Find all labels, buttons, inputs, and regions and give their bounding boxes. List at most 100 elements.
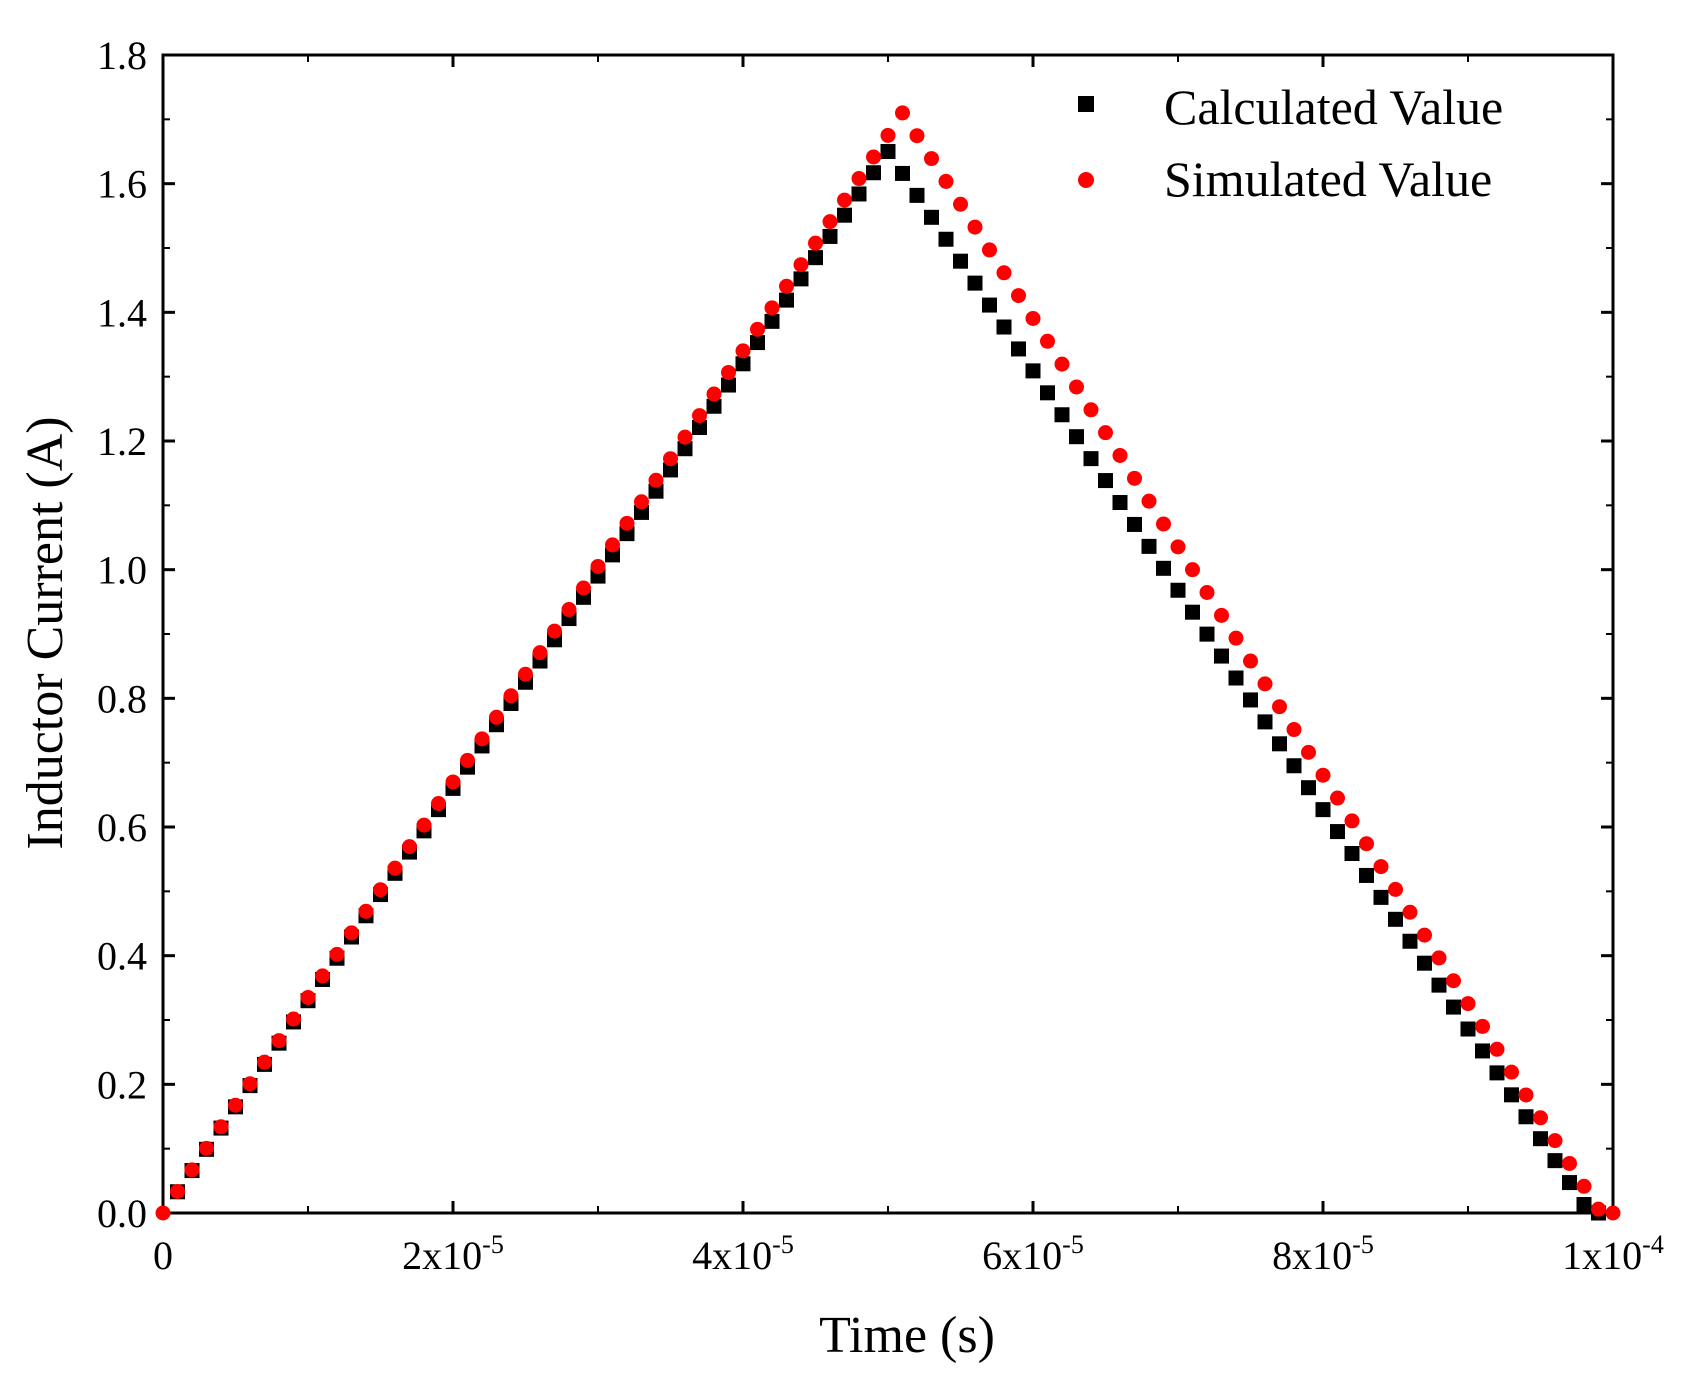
series-simulated — [155, 105, 1621, 1221]
simulated-point — [1040, 333, 1055, 349]
legend-marker-calculated — [1078, 96, 1094, 112]
simulated-point — [1301, 744, 1316, 760]
simulated-point — [822, 214, 838, 230]
simulated-point — [663, 451, 678, 467]
simulated-point — [503, 688, 519, 704]
simulated-point — [344, 925, 359, 941]
calculated-point — [1475, 1043, 1490, 1059]
legend-label-simulated: Simulated Value — [1164, 151, 1492, 207]
simulated-point — [1460, 996, 1476, 1012]
calculated-point — [1576, 1197, 1592, 1213]
simulated-point — [329, 946, 345, 962]
simulated-point — [1199, 585, 1215, 601]
simulated-point — [837, 192, 852, 208]
calculated-point — [1243, 692, 1258, 708]
x-tick-label: 4x10-5 — [692, 1230, 794, 1278]
calculated-point — [1533, 1131, 1548, 1147]
y-tick-label: 1.8 — [97, 33, 147, 78]
calculated-point — [1185, 604, 1200, 620]
calculated-point — [1562, 1175, 1577, 1191]
simulated-point — [155, 1205, 171, 1221]
simulated-point — [938, 173, 954, 189]
simulated-point — [431, 796, 446, 812]
calculated-point — [750, 335, 765, 351]
calculated-point — [822, 228, 838, 244]
x-tick-label: 0 — [153, 1233, 173, 1278]
simulated-point — [1025, 310, 1041, 326]
simulated-point — [866, 149, 881, 165]
simulated-point — [1344, 813, 1360, 829]
y-axis-title: Inductor Current (A) — [17, 416, 74, 849]
calculated-point — [909, 187, 925, 203]
simulated-point — [590, 558, 606, 574]
y-tick-label: 0.8 — [97, 676, 147, 721]
calculated-point — [764, 313, 780, 329]
simulated-point — [358, 903, 374, 919]
simulated-point — [1504, 1064, 1519, 1080]
calculated-point — [1460, 1021, 1476, 1037]
calculated-point — [1156, 560, 1171, 576]
simulated-point — [561, 602, 577, 618]
simulated-point — [1547, 1133, 1563, 1149]
simulated-point — [184, 1162, 200, 1178]
calculated-point — [1489, 1065, 1505, 1081]
simulated-point — [286, 1011, 301, 1027]
calculated-point — [953, 253, 968, 269]
calculated-point — [1402, 933, 1418, 949]
calculated-point — [895, 165, 910, 181]
y-tick-label: 1.6 — [97, 162, 147, 207]
simulated-point — [1373, 859, 1389, 875]
legend-marker-simulated — [1078, 172, 1094, 188]
simulated-point — [634, 494, 649, 510]
simulated-point — [967, 219, 983, 235]
calculated-point — [1344, 846, 1360, 862]
simulated-point — [1185, 562, 1200, 578]
x-tick-labels: 0 2x10-5 4x10-5 6x10-5 8x10-5 1x10-4 — [153, 1230, 1664, 1278]
simulated-point — [619, 515, 635, 531]
calculated-point — [619, 526, 635, 542]
simulated-point — [1127, 470, 1142, 486]
simulated-point — [1562, 1155, 1577, 1171]
simulated-point — [445, 774, 461, 790]
calculated-point — [1330, 824, 1345, 840]
simulated-point — [213, 1119, 229, 1135]
calculated-point — [1518, 1109, 1534, 1125]
calculated-point — [808, 250, 823, 266]
simulated-point — [532, 645, 548, 661]
simulated-point — [1141, 493, 1157, 509]
simulated-point — [228, 1097, 243, 1113]
simulated-point — [373, 882, 388, 898]
calculated-point — [1547, 1153, 1563, 1169]
calculated-point — [996, 319, 1012, 335]
calculated-point — [648, 483, 664, 499]
calculated-point — [692, 419, 707, 435]
simulated-point — [1489, 1041, 1505, 1057]
simulated-point — [1446, 973, 1461, 989]
calculated-point — [1446, 999, 1461, 1015]
simulated-point — [1315, 767, 1331, 783]
y-tick-label: 0.4 — [97, 934, 147, 979]
simulated-point — [1243, 653, 1258, 669]
calculated-point — [1199, 626, 1215, 642]
calculated-point — [1301, 780, 1316, 796]
axis-ticks — [161, 53, 1615, 1215]
calculated-point — [967, 275, 983, 291]
simulated-point — [750, 321, 765, 337]
simulated-point — [1417, 927, 1432, 943]
simulated-point — [793, 257, 809, 273]
calculated-point — [677, 441, 693, 457]
simulated-point — [692, 408, 707, 424]
simulated-point — [764, 300, 780, 316]
calculated-point — [779, 292, 794, 308]
simulated-point — [460, 752, 475, 768]
calculated-point — [1170, 582, 1186, 598]
calculated-point — [1083, 451, 1099, 467]
simulated-point — [1069, 379, 1084, 395]
simulated-point — [1156, 516, 1171, 532]
simulated-point — [1431, 950, 1447, 966]
calculated-point — [851, 186, 867, 202]
calculated-point — [1127, 516, 1142, 532]
x-tick-label: 1x10-4 — [1562, 1230, 1664, 1278]
y-tick-label: 0.2 — [97, 1062, 147, 1107]
simulated-point — [648, 472, 664, 488]
